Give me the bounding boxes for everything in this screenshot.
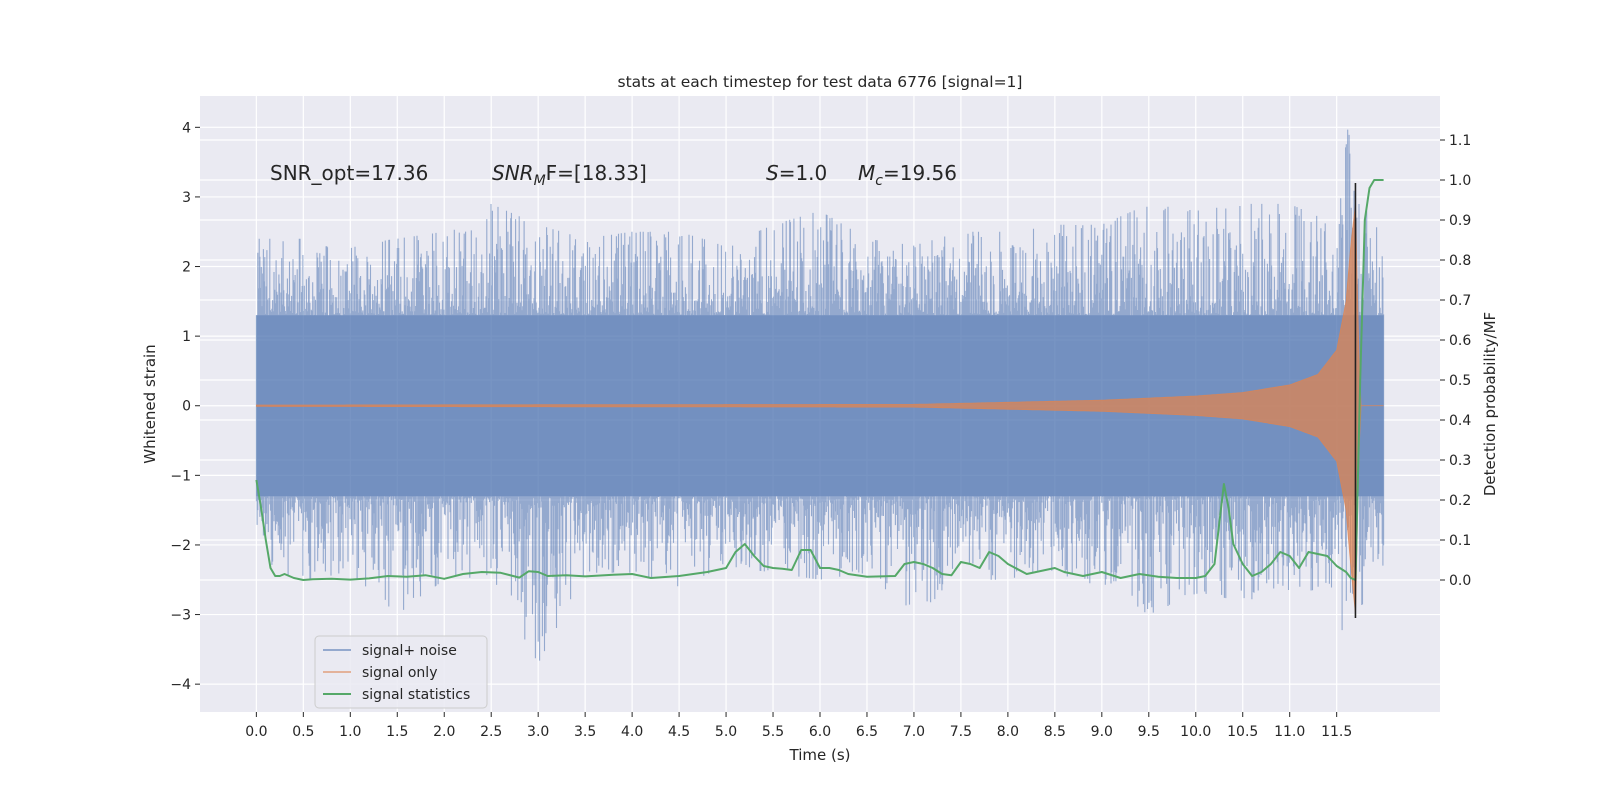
x-tick-label: 11.0 xyxy=(1274,724,1305,740)
y2-tick-label: 0.5 xyxy=(1449,373,1471,389)
legend-box xyxy=(314,635,488,709)
x-tick-label: 11.5 xyxy=(1321,724,1352,740)
x-tick-label: 9.0 xyxy=(1091,724,1113,740)
x-tick-label: 3.0 xyxy=(527,724,549,740)
x-tick-label: 7.5 xyxy=(950,724,972,740)
x-tick-label: 4.5 xyxy=(668,724,690,740)
y-tick-label: 2 xyxy=(182,260,191,276)
x-tick-label: 7.0 xyxy=(903,724,925,740)
annotation-text: SNRMF=[18.33] xyxy=(492,161,647,189)
x-tick-label: 5.0 xyxy=(715,724,737,740)
series-layer xyxy=(255,129,1385,661)
series-signal-statistics xyxy=(255,179,1384,581)
x-tick-label: 4.0 xyxy=(621,724,643,740)
x-tick-label: 0.0 xyxy=(245,724,267,740)
y2-tick-label: 0.2 xyxy=(1449,493,1471,509)
y2-tick-label: 1.0 xyxy=(1449,173,1471,189)
x-tick-label: 1.5 xyxy=(386,724,408,740)
legend-label: signal statistics xyxy=(362,687,470,703)
x-tick-label: 6.0 xyxy=(809,724,831,740)
y2-tick-label: 0.1 xyxy=(1449,533,1471,549)
y-tick-label: 3 xyxy=(182,190,191,206)
x-tick-label: 8.0 xyxy=(997,724,1019,740)
x-tick-label: 0.5 xyxy=(292,724,314,740)
y2-tick-label: 0.0 xyxy=(1449,573,1471,589)
x-axis-label: Time (s) xyxy=(789,746,851,764)
x-tick-label: 2.5 xyxy=(480,724,502,740)
annotation-text: Mc=19.56 xyxy=(858,161,957,189)
legend: signal+ noise signal only signal statistic… xyxy=(314,635,488,709)
x-tick-label: 2.0 xyxy=(433,724,455,740)
x-tick-label: 1.0 xyxy=(339,724,361,740)
series-signal-only xyxy=(255,203,1384,615)
annotation-text: S=1.0 xyxy=(766,161,827,185)
y2-tick-label: 0.3 xyxy=(1449,453,1471,469)
y2-tick-label: 0.7 xyxy=(1449,293,1471,309)
y-tick-label: −3 xyxy=(170,608,191,624)
legend-label: signal only xyxy=(362,665,437,681)
y-tick-label: −1 xyxy=(170,468,191,484)
axes: 0.0 0.5 1.0 1.5 2.0 2.5 3.0 3.5 4.0 4.5 5.0 5.5 6.0 6… xyxy=(170,120,1471,740)
y2-tick-label: 0.6 xyxy=(1449,333,1471,349)
y-tick-label: −2 xyxy=(170,538,191,554)
x-tick-label: 6.5 xyxy=(856,724,878,740)
y-tick-label: 1 xyxy=(182,329,191,345)
x-tick-label: 5.5 xyxy=(762,724,784,740)
legend-label: signal+ noise xyxy=(362,643,457,659)
x-tick-label: 10.0 xyxy=(1180,724,1211,740)
x-tick-label: 3.5 xyxy=(574,724,596,740)
x-tick-label: 10.5 xyxy=(1227,724,1258,740)
chart-title: stats at each timestep for test data 677… xyxy=(618,73,1023,91)
y-axis-label: Whitened strain xyxy=(141,344,159,463)
y2-tick-label: 0.9 xyxy=(1449,213,1471,229)
x-tick-label: 8.5 xyxy=(1044,724,1066,740)
y-tick-label: 0 xyxy=(182,399,191,415)
y2-tick-label: 1.1 xyxy=(1449,133,1471,149)
annotations: SNR_opt=17.36 SNRMF=[18.33] S=1.0 Mc=19.56 xyxy=(270,161,957,189)
y2-axis-label: Detection probability/MF xyxy=(1481,312,1499,496)
y2-tick-label: 0.8 xyxy=(1449,253,1471,269)
y-tick-label: 4 xyxy=(182,120,191,136)
y-tick-label: −4 xyxy=(170,677,191,693)
y2-tick-label: 0.4 xyxy=(1449,413,1471,429)
annotation-text: SNR_opt=17.36 xyxy=(270,161,428,185)
x-tick-label: 9.5 xyxy=(1138,724,1160,740)
